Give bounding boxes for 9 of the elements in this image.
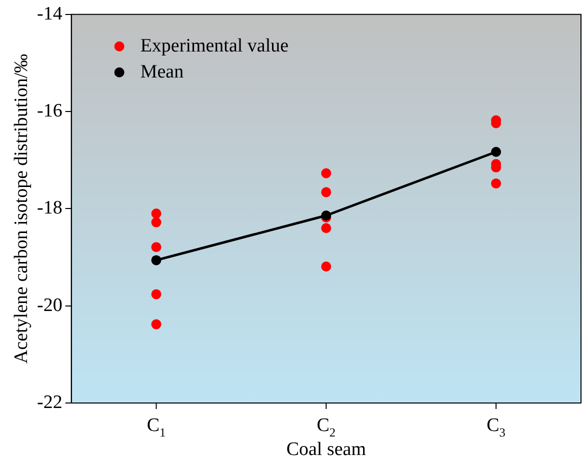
y-tick-label: -20 bbox=[37, 294, 62, 316]
y-axis-title: Acetylene carbon isotope distribution/‰ bbox=[11, 54, 32, 364]
y-tick-label: -22 bbox=[37, 392, 62, 413]
y-tick-label: -14 bbox=[37, 3, 63, 24]
y-tick-label: -18 bbox=[37, 198, 62, 219]
legend-label: Experimental value bbox=[140, 35, 289, 56]
x-axis-title: Coal seam bbox=[286, 439, 366, 460]
y-tick-label: -16 bbox=[37, 100, 62, 122]
legend-label: Mean bbox=[140, 61, 184, 82]
